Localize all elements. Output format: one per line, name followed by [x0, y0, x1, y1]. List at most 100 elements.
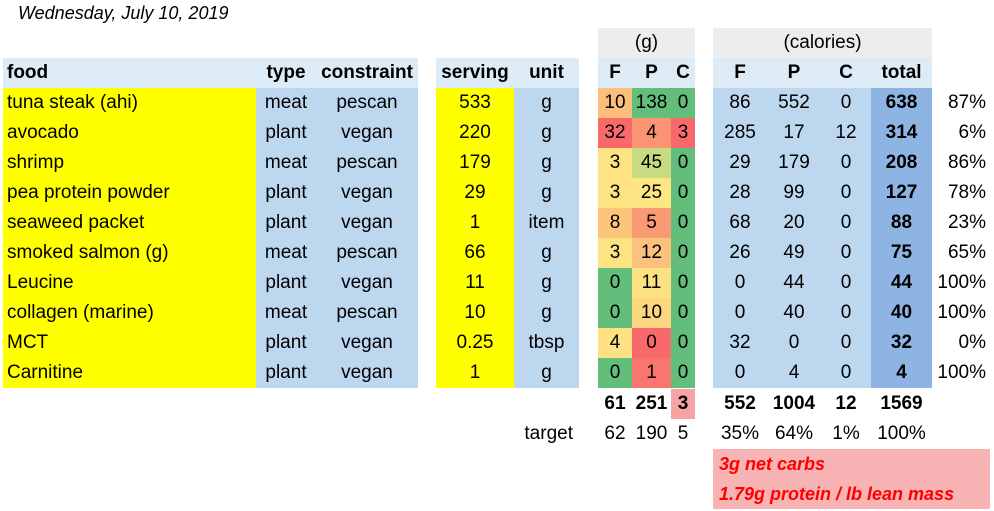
g-fat-cell: 0 — [598, 298, 632, 328]
cal-total-cell: 314 — [871, 118, 932, 148]
col-header-cal-total: total — [881, 62, 922, 83]
food-cell: MCT — [3, 328, 256, 358]
cal-protein-cell: 44 — [767, 268, 821, 298]
serving-cell: 1 — [436, 358, 514, 388]
header-band-grams — [598, 58, 695, 88]
header-band-serving — [436, 58, 579, 88]
serving-cell: 66 — [436, 238, 514, 268]
cal-fat-cell: 0 — [713, 298, 767, 328]
cal-protein-cell: 552 — [767, 88, 821, 118]
percent-cell: 65% — [947, 242, 986, 263]
cal-carb-cell: 0 — [821, 298, 871, 328]
cal-fat-cell: 28 — [713, 178, 767, 208]
total-cal-fat: 552 — [724, 393, 756, 414]
target-g-carb: 5 — [677, 423, 689, 444]
col-header-g-protein: P — [645, 62, 658, 83]
col-header-cal-protein: P — [787, 62, 801, 83]
g-protein-cell: 25 — [632, 178, 671, 208]
g-carb-cell: 0 — [671, 88, 695, 118]
target-g-fat: 62 — [604, 423, 626, 444]
cal-carb-cell: 0 — [821, 88, 871, 118]
food-cell: seaweed packet — [3, 208, 256, 238]
type-cell: plant — [256, 358, 316, 388]
unit-cell: g — [514, 298, 579, 328]
cal-total-cell: 75 — [871, 238, 932, 268]
food-cell: smoked salmon (g) — [3, 238, 256, 268]
cal-carb-cell: 0 — [821, 148, 871, 178]
protein-ratio-note: 1.79g protein / lb lean mass — [713, 479, 990, 509]
unit-cell: g — [514, 88, 579, 118]
constraint-cell: vegan — [316, 358, 418, 388]
total-cal-total: 1569 — [880, 393, 923, 414]
g-fat-cell: 0 — [598, 268, 632, 298]
g-protein-cell: 0 — [632, 328, 671, 358]
target-cal-total: 100% — [877, 423, 926, 444]
cal-protein-cell: 0 — [767, 328, 821, 358]
type-cell: plant — [256, 268, 316, 298]
target-cal-protein: 64% — [774, 423, 814, 444]
cal-carb-cell: 0 — [821, 208, 871, 238]
serving-cell: 11 — [436, 268, 514, 298]
unit-cell: g — [514, 148, 579, 178]
type-cell: meat — [256, 88, 316, 118]
cal-fat-cell: 0 — [713, 358, 767, 388]
cal-protein-cell: 49 — [767, 238, 821, 268]
type-cell: meat — [256, 148, 316, 178]
unit-cell: g — [514, 268, 579, 298]
cal-total-cell: 4 — [871, 358, 932, 388]
type-cell: plant — [256, 118, 316, 148]
percent-cell: 100% — [937, 272, 986, 293]
percent-cell: 100% — [937, 302, 986, 323]
unit-cell: item — [514, 208, 579, 238]
serving-cell: 179 — [436, 148, 514, 178]
type-cell: plant — [256, 328, 316, 358]
col-header-cal-carb: C — [839, 62, 853, 83]
col-header-serving: serving — [441, 62, 509, 83]
col-header-constraint: constraint — [321, 62, 413, 83]
g-carb-cell: 0 — [671, 268, 695, 298]
total-cal-protein: 1004 — [772, 393, 816, 414]
constraint-cell: vegan — [316, 178, 418, 208]
g-carb-cell: 0 — [671, 238, 695, 268]
unit-cell: g — [514, 238, 579, 268]
unit-cell: g — [514, 178, 579, 208]
cal-total-cell: 638 — [871, 88, 932, 118]
percent-cell: 23% — [947, 212, 986, 233]
cal-carb-cell: 0 — [821, 328, 871, 358]
cal-carb-cell: 12 — [821, 118, 871, 148]
g-protein-cell: 4 — [632, 118, 671, 148]
target-cal-fat: 35% — [720, 423, 760, 444]
calories-group-header: (calories) — [713, 28, 932, 58]
percent-cell: 100% — [937, 362, 986, 383]
constraint-cell: pescan — [316, 148, 418, 178]
unit-cell: tbsp — [514, 328, 579, 358]
cal-carb-cell: 0 — [821, 268, 871, 298]
unit-cell: g — [514, 358, 579, 388]
col-header-unit: unit — [529, 62, 564, 83]
food-cell: Carnitine — [3, 358, 256, 388]
constraint-cell: vegan — [316, 118, 418, 148]
type-cell: meat — [256, 298, 316, 328]
g-protein-cell: 11 — [632, 268, 671, 298]
serving-cell: 533 — [436, 88, 514, 118]
constraint-cell: pescan — [316, 238, 418, 268]
header-band-calories — [713, 58, 932, 88]
g-carb-cell: 0 — [671, 298, 695, 328]
cal-total-cell: 127 — [871, 178, 932, 208]
cal-protein-cell: 17 — [767, 118, 821, 148]
serving-cell: 220 — [436, 118, 514, 148]
constraint-cell: pescan — [316, 88, 418, 118]
col-header-g-carb: C — [676, 62, 690, 83]
date-label: Wednesday, July 10, 2019 — [18, 3, 229, 23]
cal-carb-cell: 0 — [821, 238, 871, 268]
constraint-cell: vegan — [316, 268, 418, 298]
g-carb-cell: 0 — [671, 148, 695, 178]
g-protein-cell: 10 — [632, 298, 671, 328]
g-protein-cell: 12 — [632, 238, 671, 268]
target-g-protein: 190 — [635, 423, 668, 444]
cal-fat-cell: 86 — [713, 88, 767, 118]
percent-cell: 6% — [958, 122, 986, 143]
g-carb-cell: 3 — [671, 118, 695, 148]
cal-fat-cell: 29 — [713, 148, 767, 178]
total-g-protein: 251 — [635, 393, 668, 414]
